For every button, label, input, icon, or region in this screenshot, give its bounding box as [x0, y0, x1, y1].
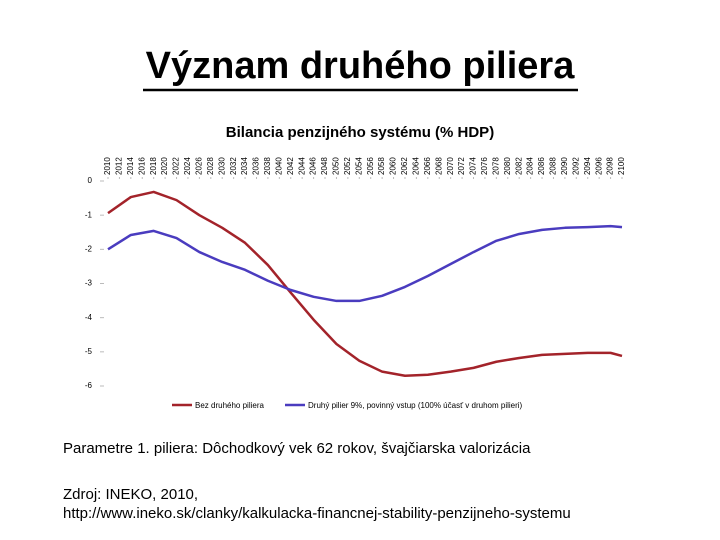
y-tick-label: 0 [88, 176, 93, 185]
series-line [107, 224, 623, 303]
x-tick-label: 2034 [240, 157, 249, 175]
x-tick-label: 2036 [252, 157, 261, 175]
x-tick-label: 2084 [526, 157, 535, 175]
x-tick-label: 2076 [480, 157, 489, 175]
x-tick-label: 2060 [389, 157, 398, 175]
x-tick-label: 2096 [594, 157, 603, 175]
legend-label: Druhý pilier 9%, povinný vstup (100% úča… [308, 401, 523, 410]
x-tick-label: 2028 [206, 157, 215, 175]
x-tick-label: 2070 [446, 157, 455, 175]
x-tick-label: 2038 [263, 157, 272, 175]
x-tick-label: 2032 [229, 157, 238, 175]
x-tick-label: 2022 [172, 157, 181, 175]
x-tick-label: 2014 [126, 157, 135, 175]
x-tick-label: 2012 [115, 157, 124, 175]
y-tick-label: -6 [85, 381, 93, 390]
x-tick-label: 2048 [320, 157, 329, 175]
x-tick-label: 2046 [309, 157, 318, 175]
x-tick-label: 2082 [514, 157, 523, 175]
x-tick-label: 2086 [537, 157, 546, 175]
series-line [107, 190, 623, 377]
x-tick-label: 2042 [286, 157, 295, 175]
note: http://www.ineko.sk/clanky/kalkulacka-fi… [63, 505, 571, 522]
x-tick-label: 2072 [457, 157, 466, 175]
x-tick-label: 2080 [503, 157, 512, 175]
x-tick-label: 2092 [571, 157, 580, 175]
x-tick-label: 2020 [160, 157, 169, 175]
x-tick-label: 2100 [617, 157, 626, 175]
x-tick-label: 2040 [274, 157, 283, 175]
x-tick-label: 2044 [297, 157, 306, 175]
x-tick-label: 2094 [583, 157, 592, 175]
x-tick-label: 2068 [434, 157, 443, 175]
x-tick-label: 2018 [149, 157, 158, 175]
x-tick-label: 2074 [469, 157, 478, 175]
slide-title: Význam druhého piliera [146, 45, 576, 87]
note: Parametre 1. piliera: Dôchodkový vek 62 … [63, 440, 531, 457]
x-tick-label: 2026 [194, 157, 203, 175]
y-tick-label: -2 [85, 244, 93, 253]
x-tick-label: 2016 [137, 157, 146, 175]
x-tick-label: 2078 [491, 157, 500, 175]
y-tick-label: -4 [85, 313, 93, 322]
y-tick-label: -3 [85, 279, 93, 288]
chart-title: Bilancia penzijného systému (% HDP) [226, 124, 494, 141]
x-tick-label: 2062 [400, 157, 409, 175]
x-tick-label: 2024 [183, 157, 192, 175]
x-tick-label: 2088 [549, 157, 558, 175]
y-tick-label: -1 [85, 210, 93, 219]
x-tick-label: 2054 [354, 157, 363, 175]
x-tick-label: 2064 [412, 157, 421, 175]
x-tick-label: 2030 [217, 157, 226, 175]
x-tick-label: 2010 [103, 157, 112, 175]
x-tick-label: 2058 [377, 157, 386, 175]
legend-label: Bez druhého piliera [195, 401, 264, 410]
x-tick-label: 2098 [606, 157, 615, 175]
x-tick-label: 2056 [366, 157, 375, 175]
x-tick-label: 2052 [343, 157, 352, 175]
y-tick-label: -5 [85, 347, 93, 356]
x-tick-label: 2066 [423, 157, 432, 175]
x-tick-label: 2050 [332, 157, 341, 175]
x-tick-label: 2090 [560, 157, 569, 175]
note: Zdroj: INEKO, 2010, [63, 486, 198, 503]
